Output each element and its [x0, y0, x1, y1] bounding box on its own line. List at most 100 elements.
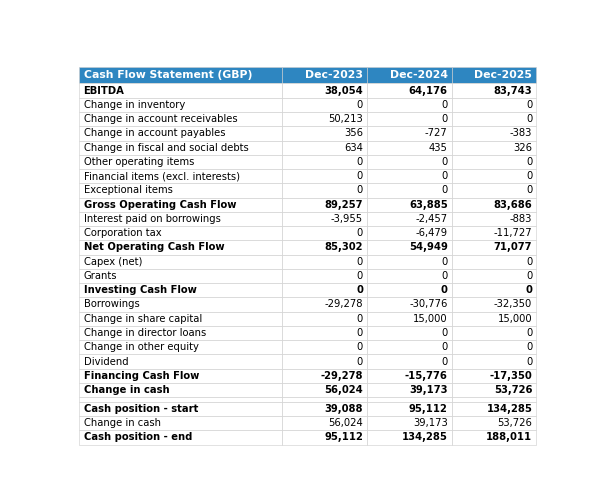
- Text: -6,479: -6,479: [416, 228, 448, 238]
- Bar: [452, 226, 536, 240]
- Bar: [79, 397, 283, 402]
- Text: Financial items (excl. interests): Financial items (excl. interests): [83, 171, 239, 181]
- Text: 15,000: 15,000: [497, 314, 532, 324]
- Bar: [283, 355, 367, 369]
- Bar: [452, 326, 536, 340]
- Text: -3,955: -3,955: [331, 214, 363, 224]
- Text: 56,024: 56,024: [325, 385, 363, 395]
- Text: Change in account receivables: Change in account receivables: [83, 114, 237, 124]
- Text: Cash position - start: Cash position - start: [83, 404, 198, 414]
- Text: Change in share capital: Change in share capital: [83, 314, 202, 324]
- Text: Cash position - end: Cash position - end: [83, 433, 192, 443]
- Bar: [283, 183, 367, 198]
- Text: 0: 0: [526, 171, 532, 181]
- Bar: [367, 283, 452, 297]
- Text: 0: 0: [357, 342, 363, 352]
- Bar: [367, 355, 452, 369]
- Bar: [367, 297, 452, 312]
- Bar: [367, 383, 452, 397]
- Text: 0: 0: [357, 257, 363, 267]
- Text: 54,949: 54,949: [409, 242, 448, 253]
- Text: Capex (net): Capex (net): [83, 257, 142, 267]
- Text: 0: 0: [526, 285, 532, 295]
- Bar: [367, 402, 452, 416]
- Bar: [283, 140, 367, 155]
- Text: -383: -383: [510, 128, 532, 138]
- Text: 0: 0: [357, 228, 363, 238]
- Text: -17,350: -17,350: [490, 371, 532, 381]
- Text: Dividend: Dividend: [83, 357, 128, 367]
- Text: 0: 0: [526, 100, 532, 110]
- Bar: [79, 183, 283, 198]
- Bar: [79, 416, 283, 431]
- Text: 0: 0: [441, 285, 448, 295]
- Bar: [79, 155, 283, 169]
- Bar: [452, 355, 536, 369]
- Bar: [283, 369, 367, 383]
- Bar: [367, 240, 452, 255]
- Text: Change in fiscal and social debts: Change in fiscal and social debts: [83, 143, 248, 152]
- Bar: [283, 169, 367, 183]
- Bar: [283, 397, 367, 402]
- Bar: [79, 297, 283, 312]
- Bar: [452, 183, 536, 198]
- Bar: [367, 212, 452, 226]
- Text: Borrowings: Borrowings: [83, 299, 139, 309]
- Text: 95,112: 95,112: [409, 404, 448, 414]
- Text: 50,213: 50,213: [328, 114, 363, 124]
- Bar: [452, 383, 536, 397]
- Bar: [452, 369, 536, 383]
- Bar: [367, 269, 452, 283]
- Text: 0: 0: [526, 328, 532, 338]
- Text: Financing Cash Flow: Financing Cash Flow: [83, 371, 199, 381]
- Bar: [452, 155, 536, 169]
- Bar: [367, 340, 452, 355]
- Bar: [452, 312, 536, 326]
- Text: 71,077: 71,077: [494, 242, 532, 253]
- Text: 83,686: 83,686: [493, 200, 532, 210]
- Text: 134,285: 134,285: [487, 404, 532, 414]
- Bar: [79, 98, 283, 112]
- Text: 0: 0: [357, 357, 363, 367]
- Text: 0: 0: [526, 257, 532, 267]
- Bar: [283, 269, 367, 283]
- Bar: [367, 397, 452, 402]
- Bar: [79, 212, 283, 226]
- Text: 0: 0: [357, 157, 363, 167]
- Bar: [79, 66, 283, 83]
- Text: Change in inventory: Change in inventory: [83, 100, 185, 110]
- Bar: [79, 269, 283, 283]
- Text: Corporation tax: Corporation tax: [83, 228, 161, 238]
- Bar: [283, 431, 367, 445]
- Bar: [79, 226, 283, 240]
- Text: 53,726: 53,726: [497, 418, 532, 428]
- Text: Change in director loans: Change in director loans: [83, 328, 206, 338]
- Bar: [367, 198, 452, 212]
- Bar: [452, 297, 536, 312]
- Bar: [367, 312, 452, 326]
- Text: 64,176: 64,176: [409, 86, 448, 96]
- Bar: [367, 226, 452, 240]
- Bar: [367, 66, 452, 83]
- Bar: [283, 112, 367, 126]
- Bar: [283, 83, 367, 98]
- Text: 0: 0: [442, 257, 448, 267]
- Text: Interest paid on borrowings: Interest paid on borrowings: [83, 214, 220, 224]
- Text: 39,088: 39,088: [325, 404, 363, 414]
- Bar: [79, 283, 283, 297]
- Text: 0: 0: [442, 271, 448, 281]
- Bar: [452, 269, 536, 283]
- Text: Investing Cash Flow: Investing Cash Flow: [83, 285, 196, 295]
- Text: Net Operating Cash Flow: Net Operating Cash Flow: [83, 242, 224, 253]
- Text: -883: -883: [510, 214, 532, 224]
- Text: 435: 435: [429, 143, 448, 152]
- Bar: [452, 83, 536, 98]
- Bar: [367, 416, 452, 431]
- Bar: [452, 198, 536, 212]
- Bar: [283, 283, 367, 297]
- Bar: [367, 98, 452, 112]
- Text: -32,350: -32,350: [494, 299, 532, 309]
- Bar: [283, 255, 367, 269]
- Bar: [79, 126, 283, 140]
- Text: 356: 356: [344, 128, 363, 138]
